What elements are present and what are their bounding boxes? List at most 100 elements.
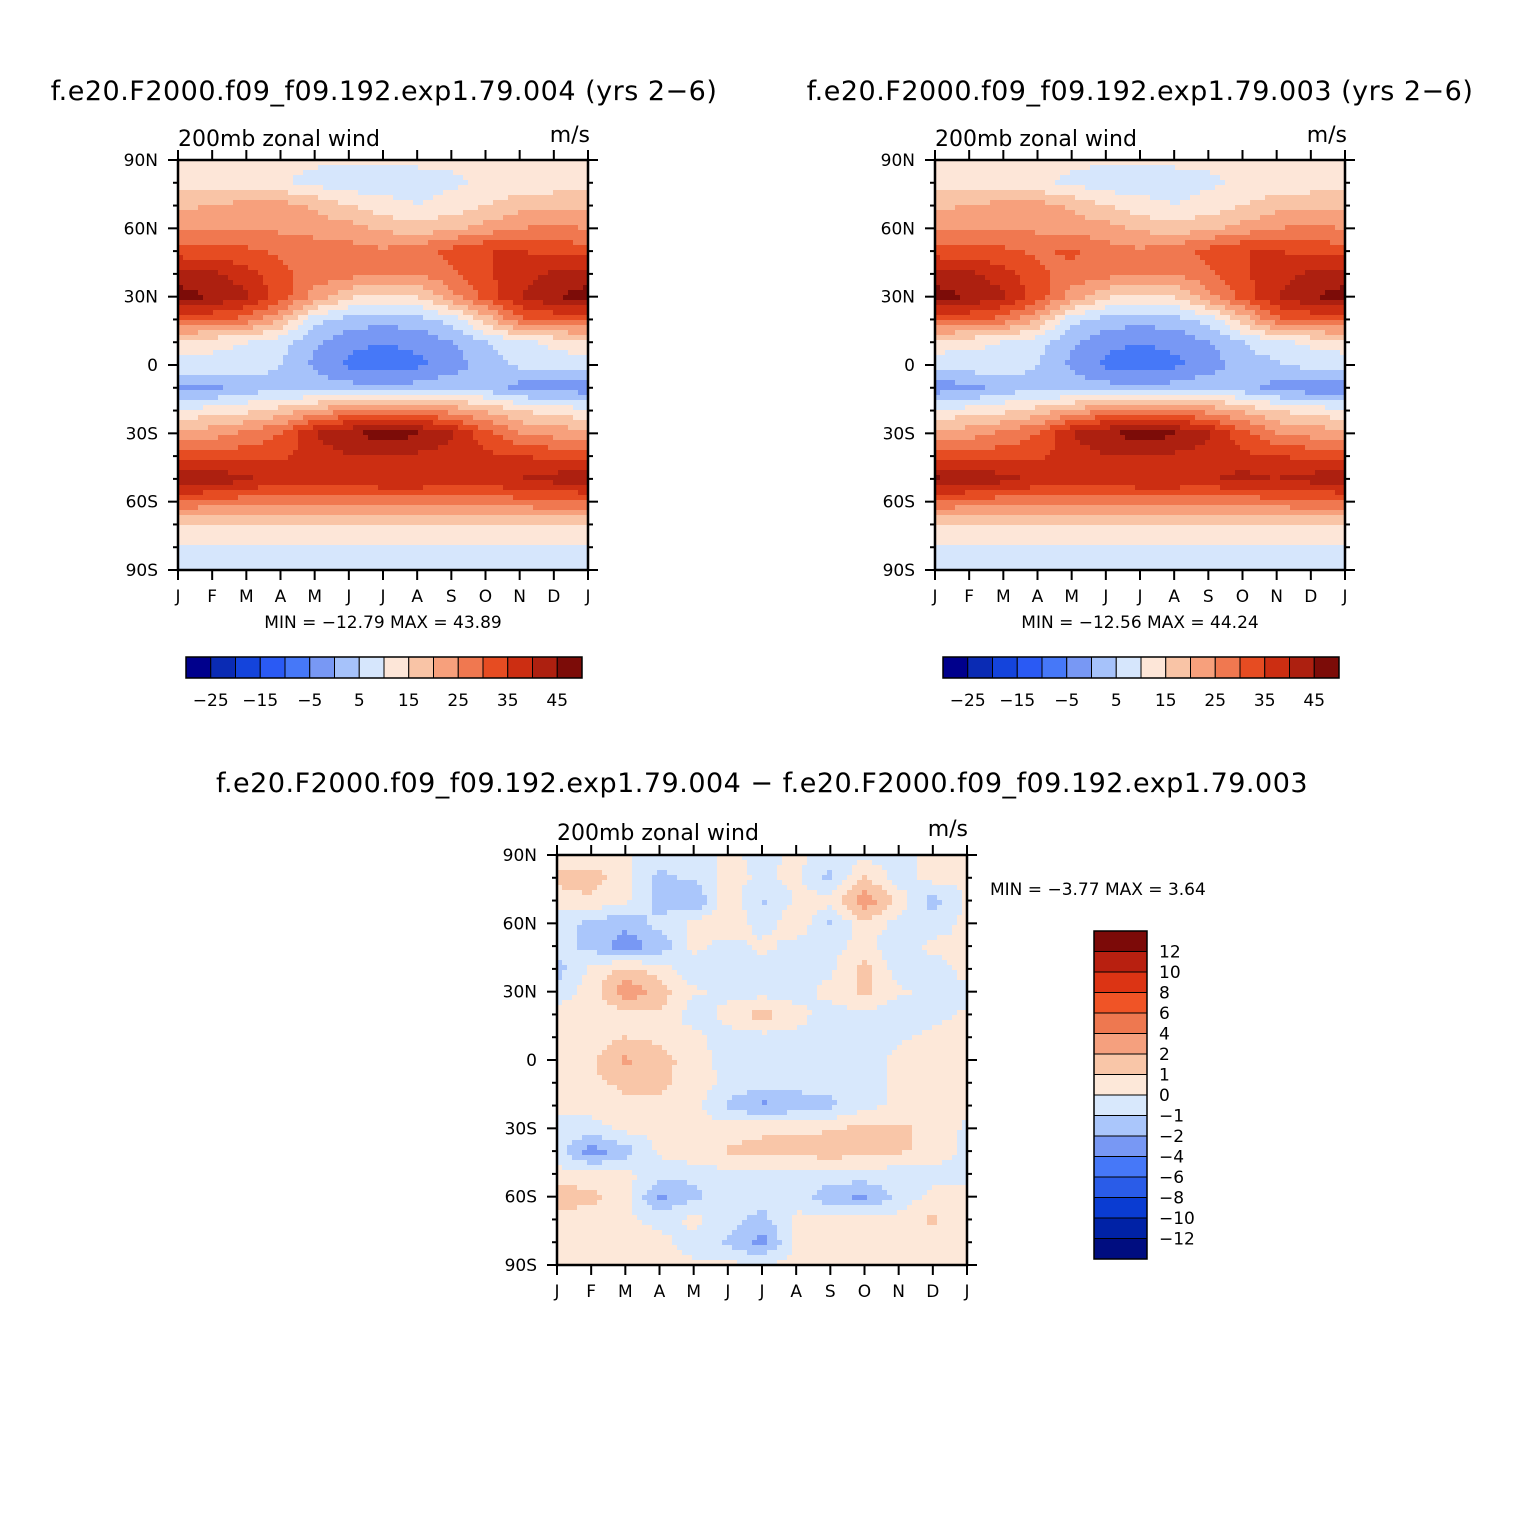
contour-cell	[443, 440, 449, 446]
contour-cell	[538, 195, 544, 201]
contour-cell	[573, 375, 579, 381]
contour-cell	[203, 200, 209, 206]
contour-cell	[473, 170, 479, 176]
contour-cell	[263, 450, 269, 456]
contour-cell	[453, 165, 459, 171]
contour-cell	[513, 460, 519, 466]
contour-cell	[538, 395, 544, 401]
contour-cell	[238, 180, 244, 186]
contour-cell	[488, 440, 494, 446]
contour-cell	[203, 410, 209, 416]
contour-cell	[223, 365, 229, 371]
contour-cell	[498, 320, 504, 326]
contour-cell	[188, 325, 194, 331]
contour-cell	[288, 370, 294, 376]
contour-cell	[503, 370, 509, 376]
contour-cell	[178, 195, 184, 201]
contour-cell	[223, 390, 229, 396]
contour-cell	[433, 300, 439, 306]
contour-cell	[548, 310, 554, 316]
contour-cell	[513, 275, 519, 281]
contour-cell	[478, 295, 484, 301]
contour-cell	[563, 305, 569, 311]
contour-cell	[413, 270, 419, 276]
contour-cell	[433, 280, 439, 286]
contour-cell	[518, 285, 524, 291]
contour-cell	[573, 165, 579, 171]
contour-cell	[553, 265, 559, 271]
contour-cell	[523, 275, 529, 281]
contour-cell	[333, 290, 339, 296]
contour-cell	[293, 180, 299, 186]
contour-cell	[373, 300, 379, 306]
contour-cell	[553, 295, 559, 301]
contour-cell	[528, 260, 534, 266]
contour-cell	[493, 195, 499, 201]
contour-cell	[558, 160, 564, 166]
contour-cell	[238, 210, 244, 216]
contour-cell	[403, 315, 409, 321]
contour-cell	[283, 335, 289, 341]
contour-cell	[363, 445, 369, 451]
contour-cell	[243, 395, 249, 401]
contour-cell	[488, 190, 494, 196]
contour-cell	[318, 230, 324, 236]
contour-cell	[263, 210, 269, 216]
contour-cell	[388, 380, 394, 386]
contour-cell	[348, 275, 354, 281]
contour-cell	[568, 270, 574, 276]
contour-cell	[383, 280, 389, 286]
contour-cell	[563, 345, 569, 351]
contour-cell	[443, 315, 449, 321]
contour-cell	[238, 310, 244, 316]
contour-cell	[463, 175, 469, 181]
contour-cell	[188, 385, 194, 391]
contour-cell	[493, 210, 499, 216]
contour-cell	[283, 460, 289, 466]
contour-cell	[353, 290, 359, 296]
contour-cell	[268, 310, 274, 316]
contour-cell	[308, 445, 314, 451]
contour-cell	[198, 350, 204, 356]
contour-cell	[543, 295, 549, 301]
contour-cell	[463, 315, 469, 321]
contour-cell	[193, 350, 199, 356]
contour-cell	[198, 180, 204, 186]
contour-cell	[493, 345, 499, 351]
contour-cell	[293, 380, 299, 386]
contour-cell	[203, 270, 209, 276]
contour-cell	[393, 380, 399, 386]
contour-cell	[413, 325, 419, 331]
contour-cell	[373, 405, 379, 411]
contour-cell	[278, 395, 284, 401]
contour-cell	[353, 275, 359, 281]
contour-cell	[303, 245, 309, 251]
contour-cell	[278, 445, 284, 451]
contour-cell	[418, 265, 424, 271]
contour-cell	[323, 345, 329, 351]
contour-cell	[443, 455, 449, 461]
contour-cell	[548, 210, 554, 216]
contour-cell	[538, 430, 544, 436]
contour-cell	[433, 170, 439, 176]
contour-cell	[538, 435, 544, 441]
contour-cell	[333, 410, 339, 416]
contour-cell	[483, 375, 489, 381]
contour-cell	[583, 395, 589, 401]
contour-cell	[358, 255, 364, 261]
contour-cell	[378, 300, 384, 306]
contour-cell	[278, 360, 284, 366]
contour-cell	[498, 410, 504, 416]
contour-cell	[258, 355, 264, 361]
contour-cell	[493, 410, 499, 416]
contour-cell	[463, 285, 469, 291]
contour-cell	[443, 360, 449, 366]
contour-cell	[373, 190, 379, 196]
contour-cell	[248, 270, 254, 276]
contour-cell	[443, 275, 449, 281]
contour-cell	[523, 425, 529, 431]
contour-cell	[563, 430, 569, 436]
contour-cell	[398, 240, 404, 246]
contour-cell	[523, 290, 529, 296]
contour-cell	[528, 380, 534, 386]
